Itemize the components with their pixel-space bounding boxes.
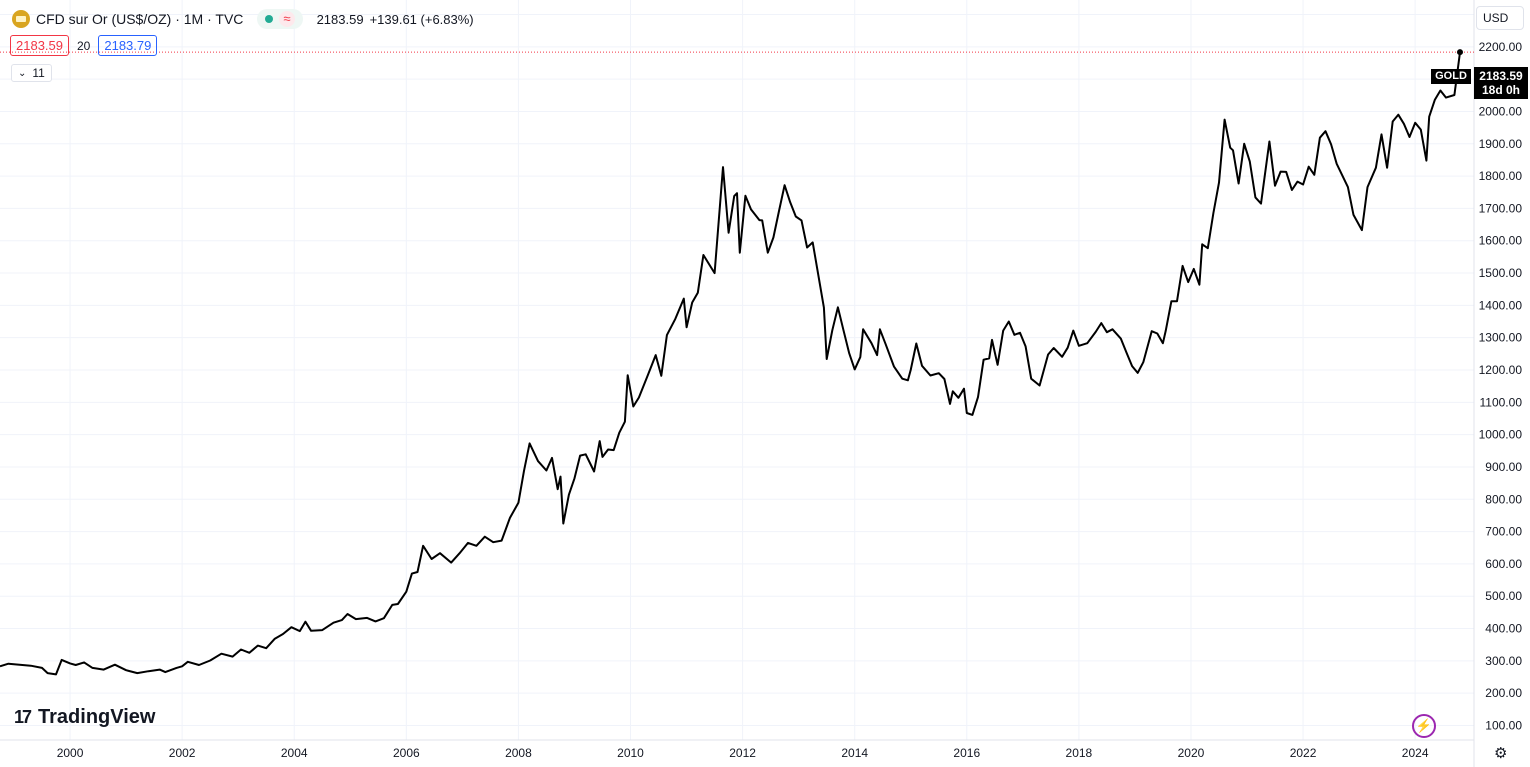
market-open-dot: [265, 15, 274, 23]
delayed-data-icon[interactable]: ≈: [279, 11, 295, 27]
symbol-tag: GOLD: [1431, 69, 1471, 84]
y-tick-label: 1800.00: [1479, 169, 1523, 183]
x-tick-label: 2014: [841, 746, 868, 760]
y-tick-label: 400.00: [1485, 622, 1522, 636]
sell-price-button[interactable]: 2183.59: [10, 35, 69, 56]
y-tick-label: 1000.00: [1479, 428, 1523, 442]
x-tick-label: 2000: [57, 746, 84, 760]
order-row: 2183.59 20 2183.79: [10, 35, 158, 56]
indicators-count: 11: [32, 66, 45, 80]
price-change: +139.61 (+6.83%): [369, 11, 474, 27]
x-tick-label: 2016: [953, 746, 980, 760]
x-tick-label: 2002: [169, 746, 196, 760]
indicators-toggle[interactable]: ⌄ 11: [11, 64, 52, 82]
last-price-tag: 2183.59 18d 0h: [1474, 67, 1528, 99]
x-tick-label: 2018: [1066, 746, 1093, 760]
x-tick-label: 2006: [393, 746, 420, 760]
y-tick-label: 800.00: [1485, 492, 1522, 506]
price-axis[interactable]: 100.00 200.00 300.00 400.00 500.00 600.00 700.…: [1479, 8, 1523, 733]
time-axis[interactable]: 2000 2002 2004 2006 2008 2010 2012 2014 2016 2018…: [57, 746, 1429, 760]
y-tick-label: 1700.00: [1479, 201, 1523, 215]
x-tick-label: 2022: [1290, 746, 1317, 760]
x-tick-label: 2004: [281, 746, 308, 760]
lightning-icon[interactable]: ⚡: [1412, 714, 1436, 738]
spread-value: 20: [77, 38, 91, 53]
y-tick-label: 300.00: [1485, 654, 1522, 668]
y-tick-label: 1900.00: [1479, 137, 1523, 151]
y-tick-label: 1200.00: [1479, 363, 1523, 377]
y-tick-label: 100.00: [1485, 718, 1522, 732]
last-price-tag-value: 2183.59: [1479, 69, 1523, 83]
y-tick-label: 1100.00: [1480, 395, 1523, 409]
y-tick-label: 700.00: [1485, 525, 1522, 539]
gold-icon: [12, 10, 30, 28]
y-tick-label: 1500.00: [1479, 266, 1523, 280]
series-layer: [0, 49, 1463, 676]
x-tick-label: 2012: [729, 746, 756, 760]
y-tick-label: 1300.00: [1479, 331, 1523, 345]
x-tick-label: 2008: [505, 746, 532, 760]
buy-price-button[interactable]: 2183.79: [98, 35, 158, 56]
chevron-down-icon: ⌄: [18, 67, 27, 79]
symbol-title[interactable]: CFD sur Or (US$/OZ) · 1M · TVC: [36, 11, 244, 27]
grid-lines: [0, 0, 1474, 740]
tradingview-logo-mark: 17: [14, 707, 32, 727]
last-price: 2183.59: [316, 11, 364, 27]
last-point-marker: [1456, 49, 1463, 56]
y-tick-label: 200.00: [1485, 686, 1522, 700]
bar-countdown: 18d 0h: [1481, 83, 1520, 97]
chart-header: CFD sur Or (US$/OZ) · 1M · TVC ≈ 2183.59…: [12, 8, 474, 30]
x-tick-label: 2024: [1402, 746, 1429, 760]
series-line-gold[interactable]: [0, 52, 1461, 676]
currency-label: USD: [1483, 11, 1509, 25]
y-tick-label: 2200.00: [1479, 40, 1523, 54]
y-tick-label: 500.00: [1485, 589, 1522, 603]
settings-gear-icon[interactable]: ⚙: [1494, 745, 1508, 762]
tradingview-logo[interactable]: 17 TradingView: [14, 706, 155, 729]
y-tick-label: 600.00: [1485, 557, 1522, 571]
tradingview-logo-text: TradingView: [38, 706, 156, 728]
currency-button[interactable]: USD: [1476, 6, 1524, 30]
market-status[interactable]: ≈: [257, 9, 303, 29]
y-tick-label: 900.00: [1485, 460, 1522, 474]
x-tick-label: 2020: [1178, 746, 1205, 760]
y-tick-label: 1400.00: [1479, 298, 1523, 312]
x-tick-label: 2010: [617, 746, 644, 760]
y-tick-label: 2000.00: [1479, 104, 1523, 118]
y-tick-label: 1600.00: [1479, 234, 1523, 248]
